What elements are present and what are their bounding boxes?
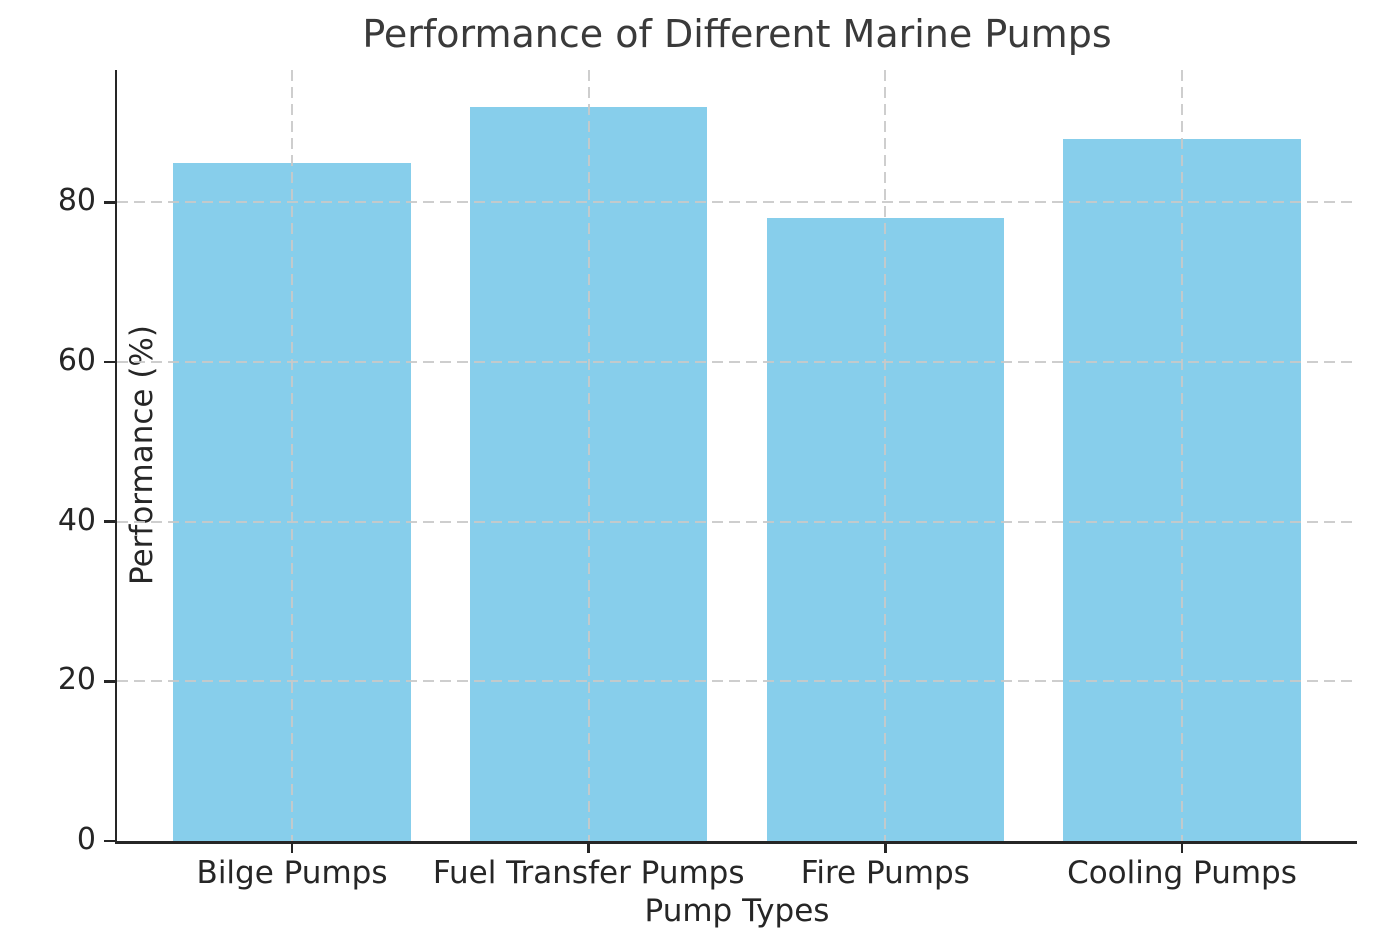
y-tick-label-80: 80	[57, 183, 96, 219]
gridline-x-cooling-pumps	[1180, 70, 1183, 841]
gridline-x-bilge-pumps	[291, 70, 294, 841]
x-tick-mark-bilge-pumps	[290, 843, 294, 853]
gridline-x-fire-pumps	[884, 70, 887, 841]
y-tick-label-60: 60	[57, 343, 96, 379]
x-tick-label-cooling-pumps: Cooling Pumps	[1067, 855, 1297, 891]
x-axis-spine	[114, 841, 1357, 844]
y-tick-label-0: 0	[76, 822, 96, 857]
x-tick-label-fuel-transfer-pumps: Fuel Transfer Pumps	[432, 855, 745, 891]
x-axis-label: Pump Types	[644, 893, 830, 929]
y-tick-mark-0	[104, 839, 115, 843]
x-tick-mark-fire-pumps	[884, 843, 887, 853]
x-tick-label-fire-pumps: Fire Pumps	[800, 855, 970, 891]
gridline-y-20	[117, 680, 1357, 683]
chart-title: Performance of Different Marine Pumps	[362, 12, 1112, 56]
x-tick-label-bilge-pumps: Bilge Pumps	[196, 855, 388, 891]
y-tick-label-20: 20	[57, 662, 96, 698]
x-tick-mark-fuel-transfer-pumps	[587, 843, 590, 853]
gridline-y-60	[117, 361, 1357, 364]
x-tick-mark-cooling-pumps	[1180, 843, 1184, 853]
gridline-y-80	[117, 201, 1357, 204]
gridline-y-40	[117, 520, 1357, 523]
y-tick-mark-40	[104, 520, 115, 523]
y-tick-mark-60	[104, 360, 115, 364]
y-axis-spine	[114, 70, 117, 844]
y-tick-mark-80	[104, 201, 115, 204]
gridline-x-fuel-transfer-pumps	[587, 70, 590, 841]
plot-area	[117, 70, 1357, 841]
y-tick-mark-20	[104, 680, 115, 683]
y-tick-label-40: 40	[57, 502, 96, 538]
